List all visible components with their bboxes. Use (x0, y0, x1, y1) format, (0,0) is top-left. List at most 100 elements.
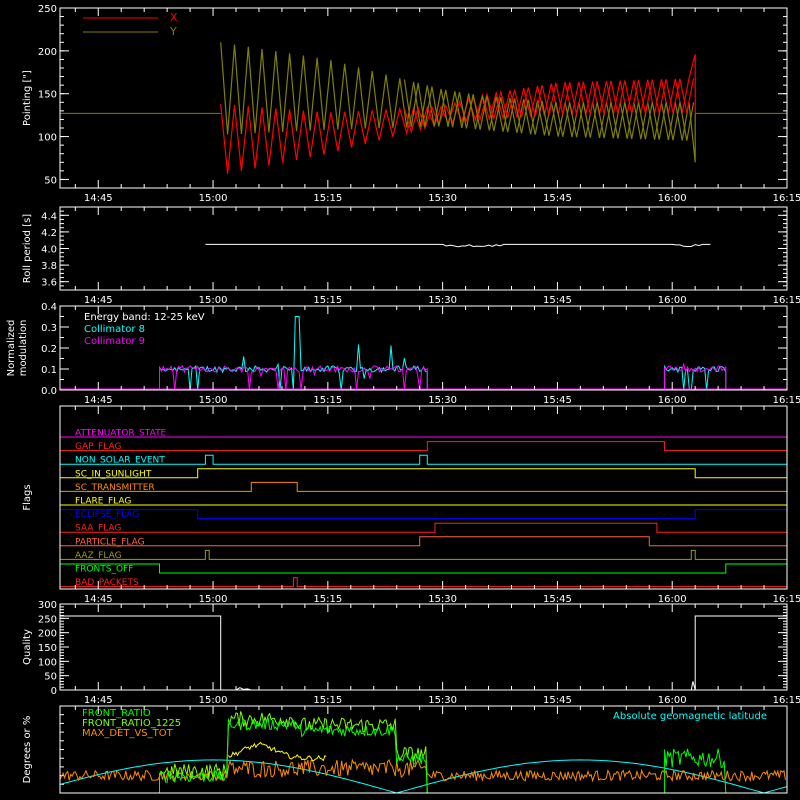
x-tick-label: 15:00 (199, 395, 228, 406)
ratio-legend: FRONT_RATIO_1225 (82, 718, 181, 729)
x-tick-label: 16:15 (773, 695, 800, 706)
x-tick-label: 16:15 (773, 594, 800, 605)
x-tick-label: 15:15 (313, 295, 342, 306)
pointing-x-series-overlay (403, 78, 695, 135)
flag-label: NON_SOLAR_EVENT (75, 456, 165, 466)
flag-trace-fronts-off (59, 563, 788, 574)
flag-trace-sc-in-sunlight (60, 468, 787, 479)
x-tick-label: 15:30 (428, 594, 457, 605)
y-tick-label: 0.4 (41, 302, 57, 313)
y-tick-label: 250 (38, 614, 57, 625)
y-axis-label: Degrees or % (22, 716, 33, 784)
collimator-legend: Collimator 9 (84, 336, 145, 347)
flag-label: SC_TRANSMITTER (75, 483, 155, 493)
modulation-collimator-9-series (664, 362, 727, 390)
flag-trace-saa-flag (60, 522, 787, 533)
y-tick-label: 4.2 (41, 228, 57, 239)
y-tick-label: 0.0 (41, 386, 57, 397)
x-tick-label: 16:15 (773, 193, 800, 204)
flag-label: ATTENUATOR_STATE (75, 429, 167, 439)
quality-bump (690, 681, 696, 691)
flag-trace-gap-flag (60, 441, 787, 452)
y-axis-label: Quality (22, 629, 33, 665)
y-tick-label: 4.0 (41, 245, 57, 256)
x-tick-label: 16:00 (658, 395, 687, 406)
flag-label: GAP_FLAG (75, 442, 121, 452)
x-tick-label: 16:15 (773, 395, 800, 406)
roll-period-series (205, 243, 711, 248)
x-tick-label: 15:15 (313, 695, 342, 706)
y-tick-label: 4.4 (41, 211, 57, 222)
flag-trace-eclipse-flag (59, 509, 788, 520)
x-tick-label: 14:45 (84, 395, 113, 406)
x-tick-label: 15:30 (428, 395, 457, 406)
x-tick-label: 15:00 (199, 193, 228, 204)
y-tick-label: 100 (38, 657, 57, 668)
flag-label: PARTICLE_FLAG (75, 537, 145, 547)
x-tick-label: 16:15 (773, 295, 800, 306)
x-tick-label: 15:30 (428, 695, 457, 706)
flag-trace-bad-packets (60, 577, 787, 588)
x-tick-label: 15:15 (313, 594, 342, 605)
x-tick-label: 14:45 (84, 193, 113, 204)
legend-entry: X (170, 11, 178, 24)
y-tick-label: 0 (51, 686, 57, 697)
x-tick-label: 14:45 (84, 695, 113, 706)
flag-label: SC_IN_SUNLIGHT (75, 469, 152, 479)
x-tick-label: 15:15 (313, 193, 342, 204)
x-tick-label: 14:45 (84, 594, 113, 605)
flag-label: ECLIPSE_FLAG (75, 510, 139, 520)
modulation-collimator-8-series (159, 316, 428, 391)
y-tick-label: 50 (44, 175, 57, 186)
y-axis-label: Roll period [s] (22, 214, 33, 283)
y-axis-label: Normalized (6, 320, 17, 377)
pointing-panel-frame (59, 7, 788, 189)
x-tick-label: 14:45 (84, 295, 113, 306)
front-ratio-series (159, 717, 428, 794)
flag-label: AAZ_FLAG (75, 551, 122, 561)
front-ratio-1225-series (159, 711, 428, 794)
ratio-legend: MAX_DET_VS_TOT (82, 728, 174, 739)
flag-trace-non-solar-event (60, 454, 787, 465)
y-tick-label: 150 (38, 643, 57, 654)
roll-period-panel-frame (59, 206, 788, 291)
y-tick-label: 300 (38, 600, 57, 611)
y-axis-label: modulation (18, 320, 29, 377)
y-axis-label: Flags (22, 484, 33, 510)
pointing-y-series-overlay (403, 79, 695, 141)
y-tick-label: 250 (38, 4, 57, 15)
collimator-legend: Collimator 8 (84, 324, 145, 335)
yellow-trace (228, 741, 327, 762)
y-tick-label: 0.2 (41, 344, 57, 355)
y-tick-label: 50 (44, 672, 57, 683)
ratio-legend: FRONT_RATIO (82, 708, 151, 719)
y-tick-label: 100 (38, 133, 57, 144)
x-tick-label: 15:30 (428, 295, 457, 306)
y-tick-label: 200 (38, 47, 57, 58)
x-tick-label: 15:45 (543, 395, 572, 406)
latitude-annotation: Absolute geomagnetic latitude (613, 711, 767, 722)
flag-trace-aaz-flag (60, 549, 787, 560)
x-tick-label: 15:15 (313, 395, 342, 406)
legend-entry: Y (169, 25, 177, 38)
x-tick-label: 15:45 (543, 193, 572, 204)
energy-band-annotation: Energy band: 12-25 keV (84, 312, 205, 323)
y-tick-label: 0.1 (41, 365, 57, 376)
modulation-collimator-9-series (159, 364, 428, 391)
front-ratio-series (664, 748, 727, 794)
x-tick-label: 15:00 (199, 594, 228, 605)
x-tick-label: 16:00 (658, 594, 687, 605)
y-tick-label: 3.8 (41, 261, 57, 272)
modulation-panel-frame (59, 305, 788, 391)
flag-label: BAD_PACKETS (75, 578, 139, 588)
flag-trace-sc-transmitter (60, 481, 787, 492)
quality-bump (235, 687, 252, 691)
degrees-panel-frame (59, 705, 788, 794)
flag-label: FRONTS_OFF (75, 565, 133, 575)
flag-trace-particle-flag (60, 536, 787, 547)
x-tick-label: 15:45 (543, 594, 572, 605)
x-tick-label: 15:45 (543, 295, 572, 306)
quality-series (60, 615, 787, 691)
x-tick-label: 16:00 (658, 695, 687, 706)
